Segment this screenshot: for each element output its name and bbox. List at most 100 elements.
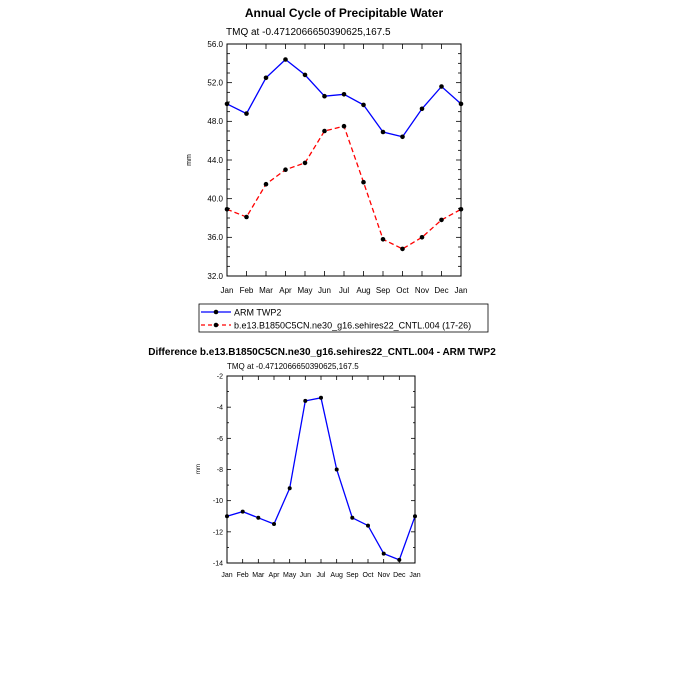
chart-title: Annual Cycle of Precipitable Water	[245, 6, 444, 20]
data-point	[322, 93, 327, 99]
x-tick-label: Nov	[377, 572, 390, 579]
data-point	[287, 486, 292, 491]
x-tick-label: Aug	[356, 286, 370, 295]
x-tick-label: Jan	[221, 572, 232, 579]
x-tick-label: Mar	[259, 286, 273, 295]
x-tick-labels: Jan Feb Mar Apr May Jun Jul Aug Sep Oct Nov Dec Jan	[221, 572, 420, 579]
x-tick-label: Feb	[237, 572, 249, 579]
legend-entry-model: b.e13.B1850C5CN.ne30_g16.sehires22_CNTL.…	[201, 321, 471, 331]
legend-entry-arm-twp2: ARM TWP2	[201, 308, 281, 318]
series-0	[225, 395, 417, 562]
x-tick-label: Feb	[240, 286, 254, 295]
series-line	[226, 397, 416, 561]
data-point	[361, 102, 366, 108]
x-tick-label: Jul	[317, 572, 326, 579]
legend-label: b.e13.B1850C5CN.ne30_g16.sehires22_CNTL.…	[234, 321, 471, 331]
data-point	[341, 92, 347, 97]
x-tick-label: Dec	[434, 286, 448, 295]
data-point	[334, 467, 339, 472]
data-point	[256, 515, 261, 520]
data-point	[380, 237, 386, 242]
data-point	[283, 57, 288, 62]
y-tick-label: -10	[213, 498, 223, 505]
x-tick-label: Aug	[330, 572, 343, 579]
y-tick-label: 48.0	[207, 117, 223, 126]
data-point	[439, 217, 444, 223]
data-point	[272, 522, 276, 526]
data-point	[322, 128, 327, 134]
annual-cycle-chart: Annual Cycle of Precipitable Water TMQ a…	[186, 6, 467, 295]
legend-swatch-marker	[213, 309, 219, 315]
data-point	[302, 72, 308, 78]
plot-frame	[226, 375, 416, 564]
data-point	[319, 395, 323, 400]
x-tick-label: Jan	[221, 286, 234, 295]
data-point	[244, 111, 249, 116]
y-tick-label: -4	[217, 405, 223, 412]
data-point	[381, 551, 386, 556]
y-tick-label: 52.0	[207, 78, 223, 87]
chart-subtitle: TMQ at -0.4712066650390625,167.5	[226, 27, 391, 38]
data-point	[302, 160, 308, 166]
data-point	[341, 123, 347, 129]
data-point	[263, 181, 269, 187]
y-axis-label: mm	[186, 154, 193, 166]
data-point	[283, 167, 288, 172]
series-line	[226, 125, 462, 250]
data-point	[419, 235, 425, 240]
legend: ARM TWP2 b.e13.B1850C5CN.ne30_g16.sehire…	[198, 303, 489, 333]
y-tick-label: -2	[217, 373, 223, 380]
data-point	[419, 106, 425, 112]
x-tick-label: Jul	[339, 286, 349, 295]
y-tick-label: -12	[213, 529, 223, 536]
x-tick-label: Mar	[252, 572, 265, 579]
x-tick-label: Apr	[269, 572, 281, 579]
series-1	[224, 123, 464, 252]
x-tick-label: Nov	[415, 286, 429, 295]
data-point	[263, 75, 269, 81]
data-point	[439, 84, 444, 89]
x-tick-label: Apr	[279, 286, 292, 295]
x-tick-label: May	[297, 286, 312, 295]
data-point	[400, 246, 405, 252]
plot-frame	[226, 43, 462, 277]
data-point	[380, 129, 386, 135]
x-tick-label: Jun	[318, 286, 331, 295]
data-series	[224, 57, 464, 252]
data-point	[397, 557, 402, 562]
x-tick-label: Oct	[363, 572, 374, 579]
x-tick-label: Oct	[396, 286, 409, 295]
x-tick-label: Jun	[300, 572, 311, 579]
x-tick-label: Sep	[376, 286, 391, 295]
y-tick-label: 56.0	[207, 40, 223, 49]
data-point	[244, 214, 249, 220]
x-tick-label: Jan	[409, 572, 420, 579]
y-tick-labels: -14 -12 -10 -8 -6 -4 -2	[213, 373, 223, 567]
y-tick-labels: 32.0 36.0 40.0 44.0 48.0 52.0 56.0	[207, 40, 223, 281]
y-axis-label: mm	[196, 464, 202, 474]
chart-title: Difference b.e13.B1850C5CN.ne30_g16.sehi…	[148, 347, 496, 358]
chart-subtitle: TMQ at -0.4712066650390625,167.5	[227, 362, 359, 371]
y-tick-label: 40.0	[207, 194, 223, 203]
x-tick-label: Sep	[346, 572, 359, 579]
y-tick-label: 44.0	[207, 156, 223, 165]
data-point	[366, 523, 370, 528]
data-point	[400, 134, 405, 140]
x-tick-label: Dec	[393, 572, 406, 579]
x-tick-labels: Jan Feb Mar Apr May Jun Jul Aug Sep Oct Nov Dec Jan	[221, 286, 468, 295]
y-tick-label: -8	[217, 467, 223, 474]
data-series	[225, 395, 417, 562]
legend-label: ARM TWP2	[234, 308, 281, 318]
difference-chart: Difference b.e13.B1850C5CN.ne30_g16.sehi…	[148, 347, 496, 579]
axis-ticks	[226, 375, 416, 564]
data-point	[240, 509, 245, 514]
axis-ticks	[226, 43, 462, 277]
y-tick-label: -6	[217, 436, 223, 443]
y-tick-label: 36.0	[207, 233, 223, 242]
y-tick-label: -14	[213, 560, 223, 567]
data-point	[303, 398, 308, 403]
data-point	[361, 179, 366, 185]
legend-box	[198, 303, 489, 333]
x-tick-label: Jan	[455, 286, 468, 295]
